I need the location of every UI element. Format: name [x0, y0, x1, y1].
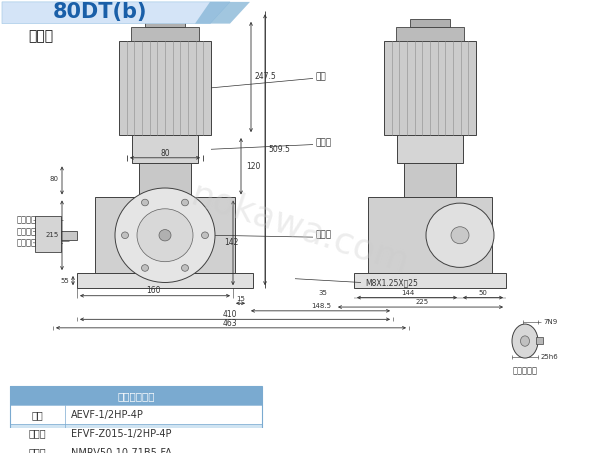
Text: nokawa.com: nokawa.com	[187, 178, 413, 281]
Circle shape	[141, 199, 148, 206]
Bar	[384, 41, 476, 135]
Text: 感測支架: 感測支架	[17, 238, 37, 247]
Text: 509.5: 509.5	[268, 145, 290, 154]
Text: M8X1.25X淲25: M8X1.25X淲25	[365, 278, 418, 287]
Bar	[119, 41, 211, 135]
Text: 25h6: 25h6	[541, 354, 559, 360]
Circle shape	[451, 227, 469, 244]
Text: 7N9: 7N9	[543, 319, 557, 325]
Text: NMRV50-10-71B5-FA: NMRV50-10-71B5-FA	[71, 448, 172, 453]
Text: 感測開閘: 感測開閘	[17, 216, 37, 225]
Text: 馬達: 馬達	[31, 410, 43, 420]
Text: 148.5: 148.5	[311, 303, 331, 309]
Circle shape	[122, 232, 128, 239]
Bar	[77, 273, 253, 288]
Circle shape	[182, 199, 188, 206]
Ellipse shape	[512, 324, 538, 358]
Text: 160: 160	[146, 286, 160, 295]
Text: 410: 410	[223, 310, 237, 319]
Text: 142: 142	[224, 238, 238, 247]
Bar	[354, 273, 506, 288]
Bar	[61, 231, 77, 240]
Bar	[397, 135, 463, 164]
Ellipse shape	[520, 336, 529, 346]
Text: 144: 144	[402, 290, 415, 296]
Text: 減速機: 減速機	[29, 448, 46, 453]
Text: 感測凸輪: 感測凸輪	[17, 227, 37, 236]
Text: 80DT(b): 80DT(b)	[53, 2, 147, 22]
Bar	[404, 164, 456, 198]
Text: 80: 80	[49, 176, 58, 182]
Text: 80: 80	[160, 149, 170, 158]
Circle shape	[182, 265, 188, 271]
Bar	[10, 386, 262, 405]
Circle shape	[426, 203, 494, 267]
Text: 隢合器: 隢合器	[315, 138, 331, 147]
Text: 215: 215	[45, 232, 59, 238]
Circle shape	[137, 209, 193, 262]
Bar	[396, 27, 464, 41]
Text: 減速機: 減速機	[315, 231, 331, 240]
Bar	[536, 337, 543, 344]
Bar	[145, 19, 185, 27]
Text: 50: 50	[479, 290, 488, 296]
Bar	[139, 164, 191, 198]
Circle shape	[141, 265, 148, 271]
Bar	[10, 386, 262, 453]
Text: 247.5: 247.5	[254, 72, 276, 82]
Text: AEVF-1/2HP-4P: AEVF-1/2HP-4P	[71, 410, 144, 420]
Bar	[10, 443, 262, 453]
Circle shape	[159, 230, 171, 241]
Bar	[10, 424, 262, 443]
Bar	[10, 405, 262, 424]
Text: 55: 55	[61, 278, 69, 284]
Polygon shape	[195, 2, 250, 24]
Text: 直插式: 直插式	[28, 29, 53, 43]
Bar	[132, 135, 198, 164]
Text: 35: 35	[318, 290, 327, 296]
Text: 225: 225	[415, 299, 428, 305]
Text: 馬達: 馬達	[315, 72, 326, 81]
Text: EFVF-Z015-1/2HP-4P: EFVF-Z015-1/2HP-4P	[71, 429, 172, 439]
Text: 463: 463	[223, 318, 238, 328]
Text: 加長入力軸: 加長入力軸	[513, 367, 538, 376]
Text: 15: 15	[236, 295, 245, 302]
Bar	[410, 19, 450, 27]
Bar	[35, 217, 61, 252]
Circle shape	[115, 188, 215, 283]
Text: 隢合器: 隢合器	[29, 429, 46, 439]
Bar	[131, 27, 199, 41]
Polygon shape	[2, 2, 230, 24]
Circle shape	[201, 232, 208, 239]
Text: 電機配套部件: 電機配套部件	[117, 391, 155, 401]
Bar	[95, 198, 235, 273]
Bar	[368, 198, 492, 273]
Text: 120: 120	[246, 162, 260, 171]
